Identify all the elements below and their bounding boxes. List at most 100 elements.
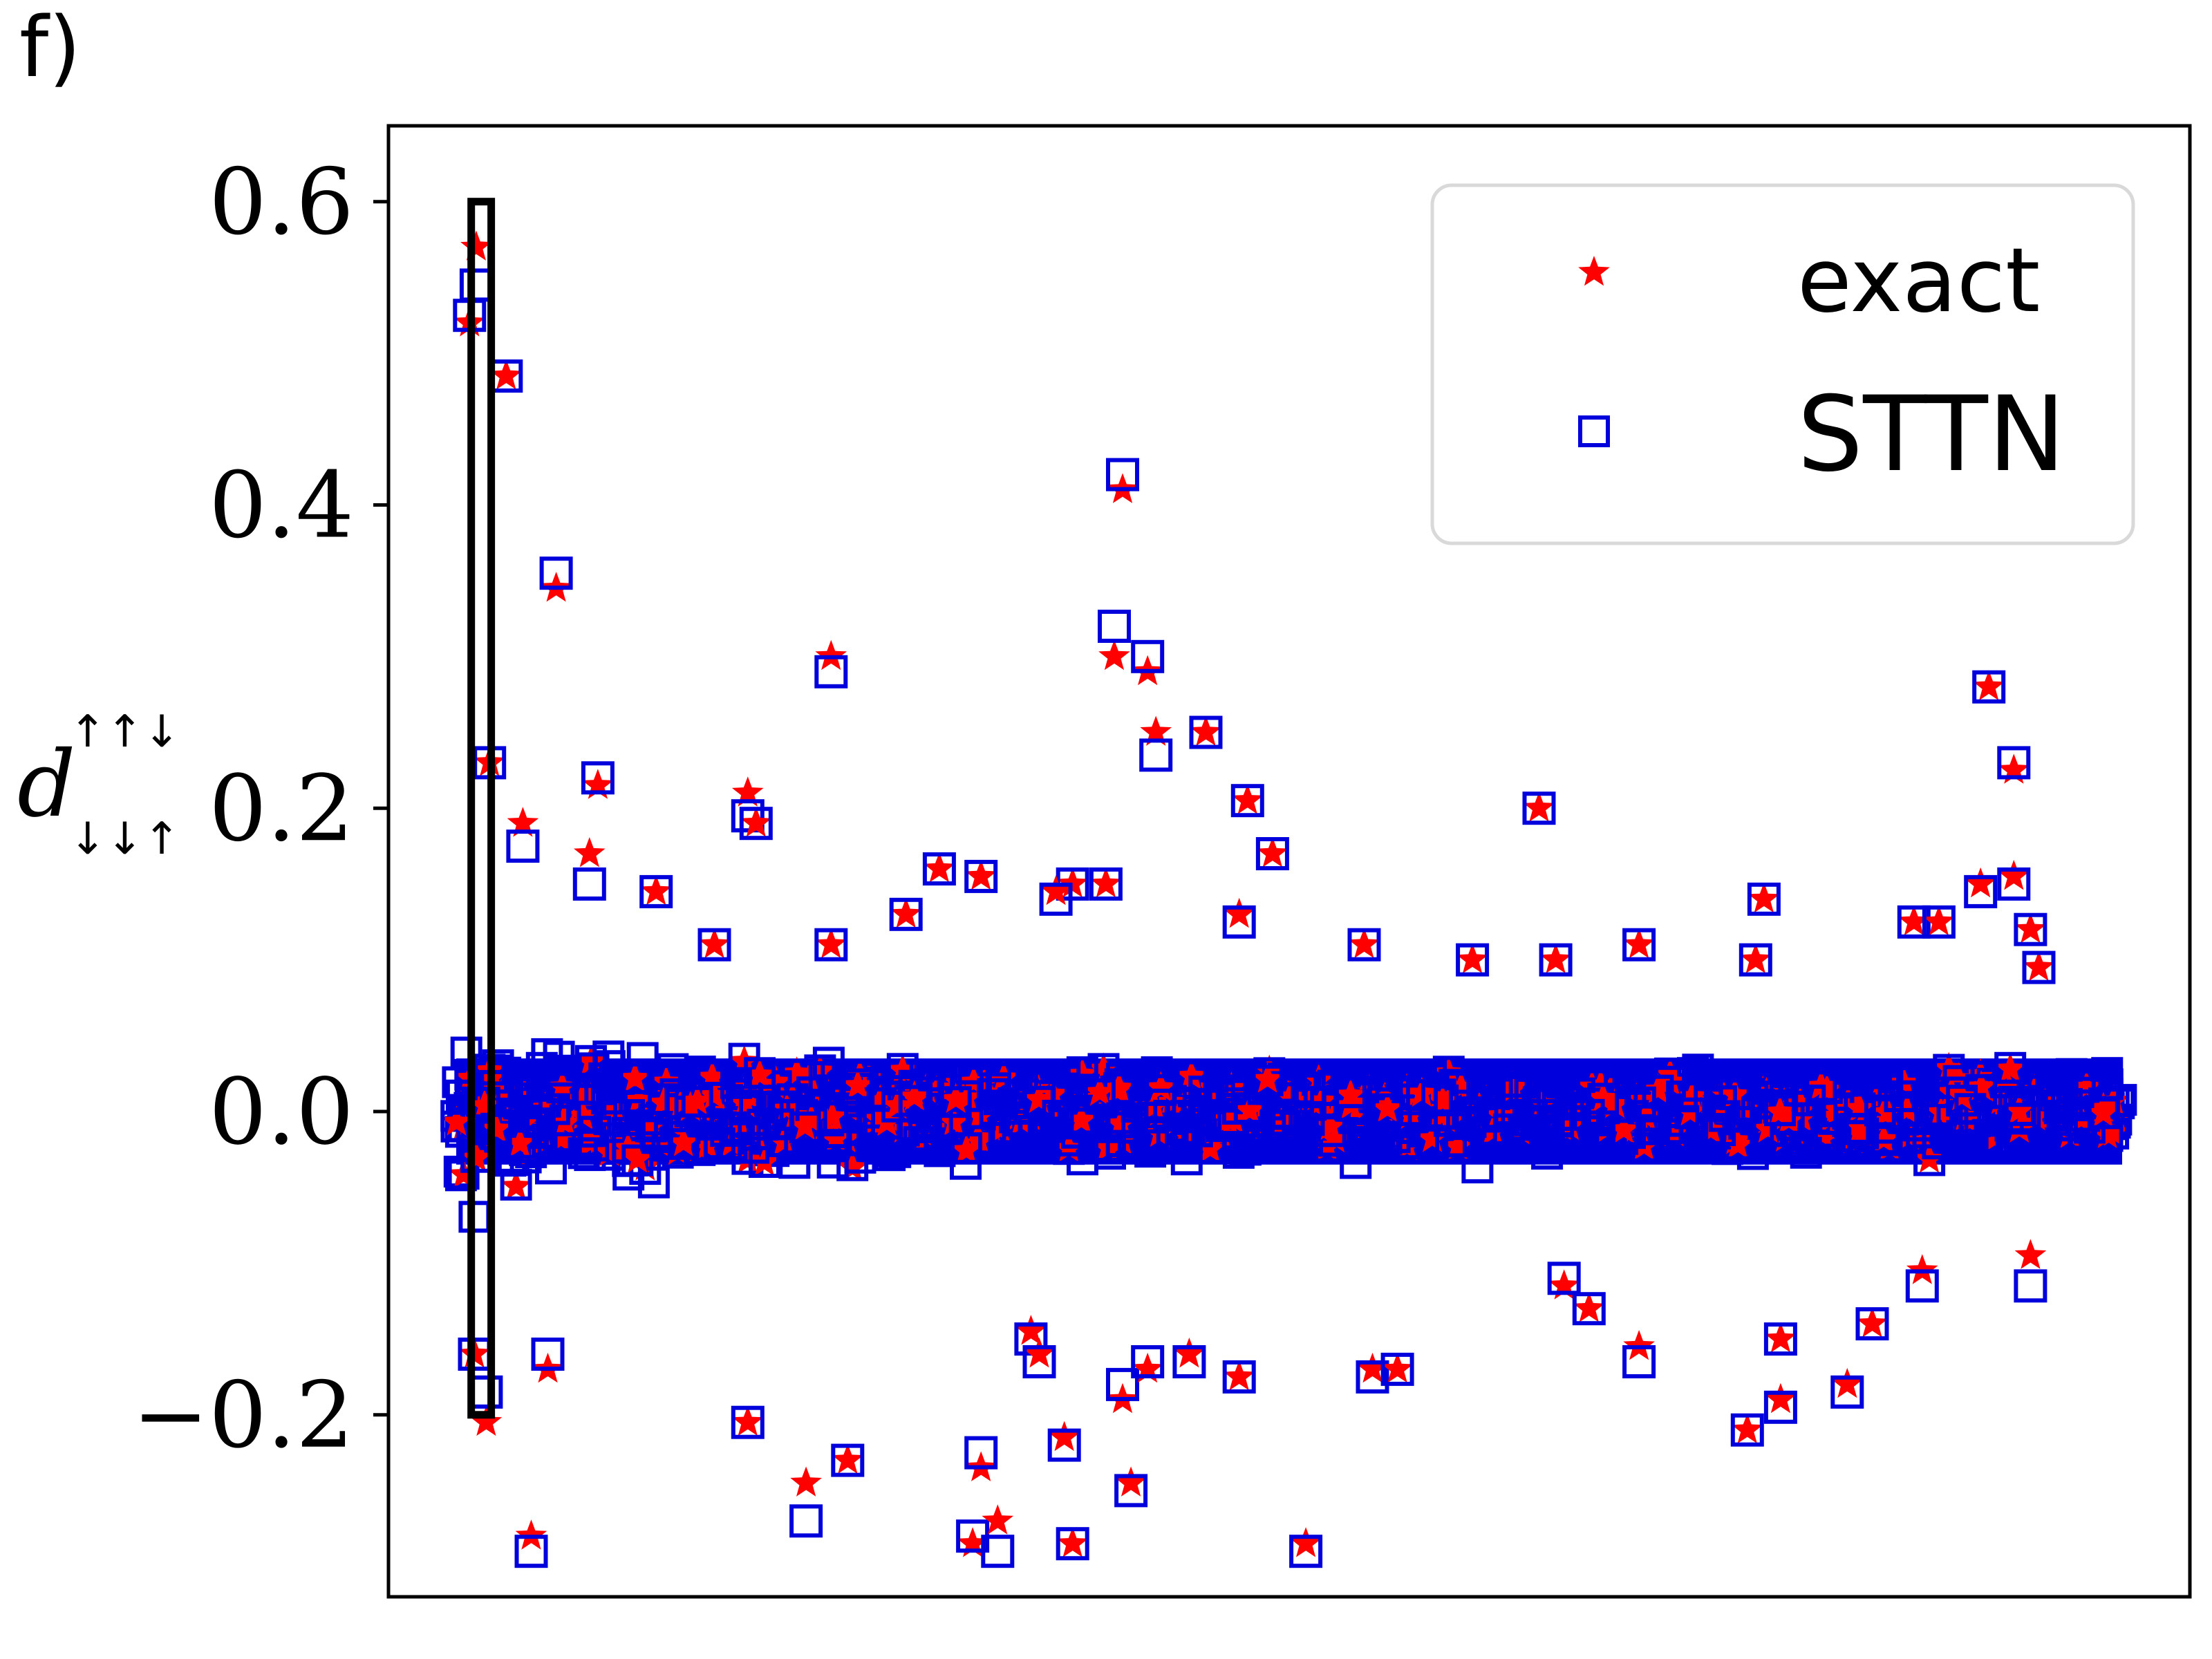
- sttn-point: [1114, 1474, 1148, 1508]
- sttn-point: [1172, 1345, 1206, 1378]
- sttn-point: [1222, 905, 1256, 939]
- noise-star: [2091, 1118, 2124, 1149]
- exact-point: [1856, 1307, 1888, 1338]
- y-label-superscript: ↑↑↓: [69, 706, 180, 758]
- sttn-point: [1730, 1413, 1764, 1447]
- noise-square: [1473, 1100, 1506, 1133]
- legend-frame: [1430, 183, 2135, 545]
- noise-star: [767, 1125, 800, 1156]
- exact-point: [1965, 867, 1996, 898]
- noise-star: [1844, 1091, 1876, 1122]
- sttn-point: [1056, 1527, 1089, 1561]
- noise-star: [2003, 1094, 2035, 1125]
- noise-star: [1314, 1109, 1347, 1140]
- sttn-point: [1897, 905, 1931, 939]
- noise-star: [593, 1136, 626, 1166]
- exact-point: [1290, 1527, 1322, 1557]
- y-tick-label: 0.2: [209, 756, 354, 862]
- sttn-point: [1830, 1375, 1864, 1409]
- exact-point: [1040, 874, 1072, 906]
- sttn-point: [1763, 1390, 1797, 1424]
- noise-square: [1317, 1069, 1349, 1102]
- exact-point: [1223, 1360, 1255, 1391]
- exact-point: [470, 1405, 503, 1436]
- exact-point: [1623, 1330, 1655, 1360]
- sttn-point: [1022, 1345, 1056, 1378]
- noise-square: [535, 1152, 567, 1185]
- sttn-point: [1456, 943, 1490, 977]
- noise-square: [1173, 1113, 1206, 1145]
- noise-square: [1293, 1104, 1325, 1136]
- noise-star: [1105, 1107, 1137, 1138]
- noise-square: [1542, 1104, 1575, 1136]
- sttn-point: [581, 761, 615, 795]
- exact-point: [1998, 753, 2030, 784]
- y-tick-label: 0.0: [209, 1059, 354, 1165]
- exact-point: [1023, 1338, 1056, 1368]
- noise-star: [1416, 1122, 1448, 1152]
- noise-star: [937, 1105, 970, 1136]
- noise-square: [881, 1090, 913, 1123]
- noise-star: [887, 1053, 919, 1084]
- noise-star: [898, 1080, 930, 1111]
- noise-star: [575, 1044, 607, 1076]
- panel-label: f): [19, 0, 82, 96]
- y-tick-label: 0.4: [209, 452, 354, 559]
- exact-point: [2014, 912, 2047, 944]
- noise-star: [515, 1136, 547, 1166]
- exact-point: [731, 1405, 764, 1436]
- noise-square: [1461, 1151, 1494, 1183]
- noise-star: [447, 1158, 480, 1188]
- noise-star: [1084, 1076, 1116, 1106]
- legend-exact-label: exact: [1797, 229, 2040, 332]
- exact-point: [1731, 1413, 1763, 1444]
- noise-square: [950, 1132, 982, 1164]
- noise-star: [1233, 1094, 1266, 1124]
- exact-point: [965, 859, 997, 890]
- noise-square: [703, 1127, 735, 1160]
- noise-square: [595, 1069, 628, 1101]
- sttn-point: [964, 859, 998, 893]
- sttn-point: [572, 867, 606, 901]
- exact-point: [1765, 1322, 1797, 1353]
- sttn-point: [1131, 639, 1165, 673]
- noise-star: [836, 1151, 869, 1181]
- sttn-point: [2022, 950, 2056, 984]
- exact-point: [1190, 715, 1222, 746]
- exact-point: [1765, 1382, 1797, 1414]
- noise-star: [1587, 1081, 1619, 1112]
- exact-point: [1231, 784, 1264, 814]
- noise-star: [842, 1069, 874, 1099]
- exact-point: [1973, 670, 2005, 701]
- sttn-point: [1098, 610, 1131, 643]
- noise-star: [1065, 1103, 1098, 1134]
- sttn-point: [1106, 458, 1139, 491]
- sttn-point: [1047, 1428, 1081, 1462]
- exact-point: [2023, 950, 2055, 981]
- noise-square: [1349, 1132, 1381, 1165]
- noise-square: [841, 1068, 874, 1100]
- exact-point: [460, 230, 492, 261]
- noise-square: [1790, 1136, 1822, 1169]
- exact-point: [490, 359, 523, 390]
- exact-point: [515, 1519, 547, 1550]
- noise-star: [795, 1103, 827, 1134]
- noise-square: [584, 1073, 617, 1105]
- sttn-point: [739, 807, 773, 841]
- noise-square: [2004, 1103, 2036, 1135]
- noise-square: [1514, 1076, 1546, 1109]
- noise-square: [979, 1094, 1011, 1126]
- sttn-point: [2014, 912, 2047, 946]
- noise-square: [1188, 1076, 1221, 1107]
- noise-square: [988, 1062, 1020, 1094]
- sttn-point: [2014, 1269, 2047, 1303]
- noise-square: [1042, 1100, 1074, 1132]
- legend-sttn-marker: [1578, 415, 1610, 447]
- noise-square: [1106, 1102, 1138, 1134]
- noise-square: [909, 1059, 941, 1091]
- sttn-point: [639, 874, 673, 908]
- noise-square: [1624, 1086, 1656, 1118]
- sttn-point: [1622, 1345, 1656, 1378]
